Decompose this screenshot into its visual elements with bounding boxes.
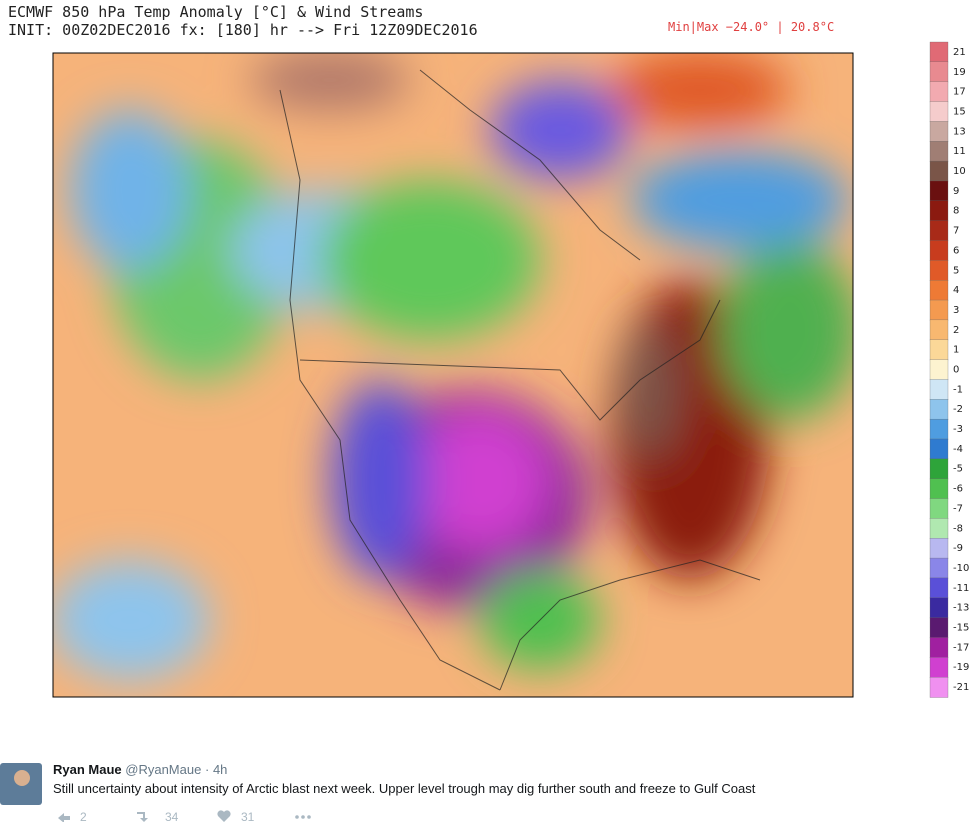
colorbar-cell (929, 61, 949, 83)
colorbar-cell (929, 458, 949, 480)
colorbar-cell (929, 280, 949, 301)
colorbar-label: -1 (953, 384, 963, 395)
anomaly-map (53, 53, 853, 697)
colorbar-label: 13 (953, 126, 966, 137)
colorbar-label: -2 (953, 404, 963, 415)
colorbar-cell (929, 438, 949, 460)
colorbar-label: 8 (953, 206, 959, 217)
colorbar-cell (929, 319, 949, 341)
colorbar-cell (929, 359, 949, 381)
colorbar-cell (929, 200, 949, 222)
colorbar-cell (929, 577, 949, 599)
colorbar-label: -21 (953, 682, 969, 693)
colorbar-cell (929, 379, 949, 400)
like-count: 31 (241, 810, 255, 824)
colorbar-label: -10 (953, 563, 969, 574)
colorbar-cell (929, 637, 949, 658)
colorbar-label: -8 (953, 523, 963, 534)
colorbar-label: 9 (953, 186, 959, 197)
colorbar-label: -19 (953, 662, 969, 673)
colorbar-cell (929, 121, 949, 142)
coastlines (279, 69, 761, 691)
retweet-count: 34 (165, 810, 179, 824)
colorbar-cell (929, 657, 949, 678)
colorbar-label: 7 (953, 226, 959, 237)
colorbar-label: -5 (953, 464, 963, 475)
colorbar-label: -7 (953, 503, 963, 514)
colorbar-cell (929, 597, 949, 619)
like-icon[interactable] (217, 810, 231, 822)
colorbar-cell (929, 299, 949, 321)
colorbar-cell (929, 418, 949, 440)
separator: · (204, 762, 210, 777)
colorbar-label: 0 (953, 365, 959, 376)
colorbar-label: -17 (953, 642, 969, 653)
colorbar-cell (929, 101, 949, 123)
min-max: Min|Max −24.0° | 20.8°C (668, 20, 835, 34)
colorbar-label: 2 (953, 325, 959, 336)
colorbar-cell (929, 220, 949, 242)
colorbar-cell (929, 538, 949, 559)
colorbar: 211917151311109876543210-1-2-3-4-5-6-7-8… (929, 41, 969, 698)
colorbar-label: 21 (953, 47, 966, 58)
map-init: INIT: 00Z02DEC2016 fx: [180] hr --> Fri … (8, 21, 478, 39)
avatar-face (14, 770, 30, 786)
tweet-header: Ryan Maue @RyanMaue · 4h (53, 762, 227, 777)
colorbar-cell (929, 260, 949, 281)
reply-count: 2 (80, 810, 87, 824)
map-frame (52, 52, 854, 698)
colorbar-cell (929, 339, 949, 361)
colorbar-label: -9 (953, 543, 963, 554)
map-title: ECMWF 850 hPa Temp Anomaly [°C] & Wind S… (8, 3, 424, 21)
colorbar-label: -11 (953, 583, 969, 594)
colorbar-label: -15 (953, 623, 969, 634)
colorbar-cell (929, 41, 949, 63)
tweet-time[interactable]: 4h (212, 762, 228, 777)
colorbar-cell (929, 498, 949, 520)
colorbar-cell (929, 617, 949, 639)
author-handle[interactable]: @RyanMaue (125, 762, 202, 777)
colorbar-label: -13 (953, 603, 969, 614)
colorbar-cell (929, 399, 949, 420)
colorbar-label: 6 (953, 245, 959, 256)
colorbar-label: 17 (953, 87, 966, 98)
colorbar-label: 11 (953, 146, 966, 157)
colorbar-label: 1 (953, 345, 959, 356)
colorbar-cell (929, 81, 949, 103)
colorbar-cell (929, 180, 949, 202)
colorbar-label: -4 (953, 444, 963, 455)
colorbar-cell (929, 557, 949, 579)
colorbar-label: 5 (953, 265, 959, 276)
retweet-icon[interactable] (137, 812, 148, 822)
colorbar-cell (929, 478, 949, 500)
colorbar-label: 3 (953, 305, 959, 316)
colorbar-label: -6 (953, 484, 963, 495)
anomaly-fields (53, 53, 853, 680)
colorbar-cell (929, 141, 949, 162)
colorbar-label: 10 (953, 166, 966, 177)
colorbar-label: 4 (953, 285, 959, 296)
tweet-text: Still uncertainty about intensity of Arc… (53, 781, 756, 796)
colorbar-cell (929, 240, 949, 261)
colorbar-cell (929, 677, 949, 698)
reply-icon[interactable] (58, 813, 70, 822)
colorbar-cell (929, 160, 949, 182)
author-name[interactable]: Ryan Maue (53, 762, 122, 777)
colorbar-label: -3 (953, 424, 963, 435)
colorbar-label: 15 (953, 106, 966, 117)
colorbar-cell (929, 518, 949, 539)
more-icon[interactable] (295, 815, 311, 819)
colorbar-label: 19 (953, 67, 966, 78)
